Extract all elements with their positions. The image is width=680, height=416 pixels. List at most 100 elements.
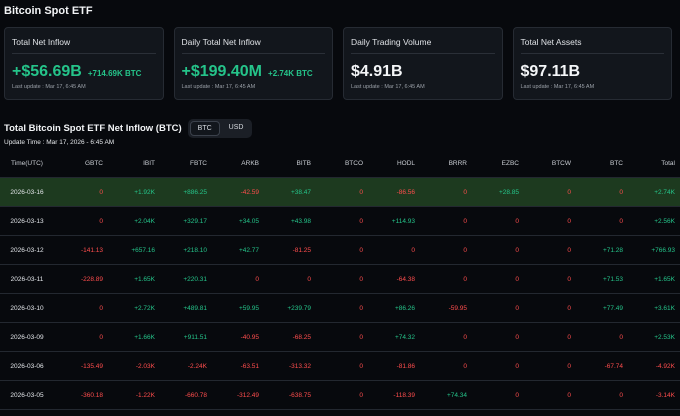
row-date: 2026-03-16	[10, 188, 44, 196]
flow-cell: +71.53	[602, 275, 623, 283]
flow-cell: +2.56K	[654, 217, 675, 225]
card-value: +$199.40M	[181, 63, 263, 80]
flow-cell: 0	[619, 188, 623, 196]
flow-cell: -2.24K	[187, 362, 207, 370]
flow-cell: 0	[515, 333, 519, 341]
flow-cell: -59.95	[448, 304, 467, 312]
flow-cell: +489.81	[183, 304, 207, 312]
column-header-arkb[interactable]: ARKB	[241, 160, 259, 167]
column-header-total[interactable]: Total	[661, 160, 675, 167]
flow-cell: -3.14K	[655, 391, 675, 399]
flow-cell: +766.93	[651, 246, 675, 254]
flow-cell: +1.66K	[134, 333, 155, 341]
row-date: 2026-03-13	[10, 217, 44, 225]
table-row: 2026-03-06 -135.49 -2.03K -2.24K -63.51 -313.…	[0, 352, 680, 381]
flow-cell: -2.03K	[135, 362, 155, 370]
flow-cell: 0	[255, 275, 259, 283]
flow-cell: +1.92K	[134, 188, 155, 196]
flow-cell: -4.92K	[655, 362, 675, 370]
flow-cell: -64.38	[396, 275, 415, 283]
flow-cell: -135.49	[80, 362, 103, 370]
card-daily-total-net-inflow: Daily Total Net Inflow +$199.40M +2.74K …	[173, 27, 333, 100]
flow-cell: +38.47	[290, 188, 311, 196]
card-last-update: Last update : Mar 17, 6:45 AM	[520, 84, 595, 90]
flow-cell: 0	[619, 217, 623, 225]
flow-cell: 0	[359, 188, 363, 196]
flow-cell: 0	[463, 333, 467, 341]
card-label: Total Net Inflow	[12, 37, 71, 47]
page-title: Bitcoin Spot ETF	[4, 5, 93, 17]
column-header-brrr[interactable]: BRRR	[448, 160, 467, 167]
flow-cell: 0	[515, 304, 519, 312]
flow-cell: +2.04K	[134, 217, 155, 225]
flow-cell: +74.34	[446, 391, 467, 399]
card-sub-value: +2.74K BTC	[268, 69, 313, 78]
column-header-ezbc[interactable]: EZBC	[501, 160, 519, 167]
column-header-ibit[interactable]: IBIT	[143, 160, 155, 167]
card-label: Daily Trading Volume	[351, 37, 432, 47]
flow-cell: 0	[567, 391, 571, 399]
flow-cell: 0	[567, 362, 571, 370]
flow-cell: +657.16	[131, 246, 155, 254]
flow-cell: +886.25	[183, 188, 207, 196]
flow-cell: +1.65K	[134, 275, 155, 283]
column-header-btcw[interactable]: BTCW	[551, 160, 571, 167]
flow-cell: 0	[99, 188, 103, 196]
row-date: 2026-03-09	[10, 333, 44, 341]
flow-cell: 0	[515, 217, 519, 225]
table-row: 2026-03-12 -141.13 +657.16 +218.10 +42.77 -81…	[0, 236, 680, 265]
table-row: 2026-03-05 -360.18 -1.22K -660.78 -312.49 -63…	[0, 381, 680, 410]
table-row: 2026-03-09 0 +1.66K +911.51 -40.95 -68.25 0 +74…	[0, 323, 680, 352]
flow-cell: +71.28	[602, 246, 623, 254]
flow-cell: 0	[359, 362, 363, 370]
etf-flow-table: Time(UTC) GBTC IBIT FBTC ARKB BITB BTCO HODL BRR…	[0, 150, 680, 410]
flow-cell: 0	[567, 217, 571, 225]
flow-cell: 0	[359, 391, 363, 399]
row-date: 2026-03-12	[10, 246, 44, 254]
flow-cell: 0	[359, 304, 363, 312]
flow-cell: -63.51	[240, 362, 259, 370]
card-value: $4.91B	[351, 63, 403, 80]
table-body: 2026-03-16 0 +1.92K +886.25 -42.59 +38.47 0 -86…	[0, 178, 680, 410]
toggle-usd-button[interactable]: USD	[228, 123, 244, 131]
column-header-fbtc[interactable]: FBTC	[190, 160, 207, 167]
flow-cell: +74.32	[394, 333, 415, 341]
column-header-time-utc[interactable]: Time(UTC)	[11, 160, 43, 167]
card-value: +$56.69B	[12, 63, 82, 80]
row-date: 2026-03-06	[10, 362, 44, 370]
card-last-update: Last update : Mar 17, 6:45 AM	[181, 84, 256, 90]
unit-toggle: BTC USD	[187, 118, 253, 138]
row-date: 2026-03-10	[10, 304, 44, 312]
flow-cell: 0	[359, 246, 363, 254]
flow-cell: 0	[99, 217, 103, 225]
card-total-net-inflow: Total Net Inflow +$56.69B +714.69K BTC L…	[4, 27, 164, 100]
card-label: Total Net Assets	[520, 37, 582, 47]
table-header-row: Time(UTC) GBTC IBIT FBTC ARKB BITB BTCO HODL BRR…	[0, 150, 680, 178]
toggle-btc-button[interactable]: BTC	[189, 120, 220, 136]
flow-cell: -312.49	[236, 391, 259, 399]
card-daily-trading-volume: Daily Trading Volume $4.91B Last update …	[343, 27, 503, 100]
card-last-update: Last update : Mar 17, 6:45 AM	[351, 84, 425, 90]
column-header-btco[interactable]: BTCO	[344, 160, 363, 167]
card-sub-value: +714.69K BTC	[87, 69, 142, 78]
flow-cell: +77.49	[602, 304, 623, 312]
flow-cell: +2.74K	[654, 188, 675, 196]
flow-cell: 0	[515, 275, 519, 283]
column-header-gbtc[interactable]: GBTC	[84, 160, 103, 167]
flow-cell: 0	[515, 362, 519, 370]
flow-cell: +114.93	[391, 217, 415, 225]
update-time: Update Time : Mar 17, 2026 - 6:45 AM	[4, 139, 115, 146]
column-header-btc[interactable]: BTC	[610, 160, 623, 167]
flow-cell: +2.72K	[134, 304, 155, 312]
flow-cell: +86.26	[394, 304, 415, 312]
column-header-bitb[interactable]: BITB	[296, 160, 311, 167]
row-date: 2026-03-05	[10, 391, 44, 399]
flow-cell: 0	[567, 304, 571, 312]
flow-cell: +3.61K	[654, 304, 675, 312]
flow-cell: 0	[359, 217, 363, 225]
flow-cell: +218.10	[183, 246, 207, 254]
flow-cell: +28.85	[498, 188, 519, 196]
flow-cell: +42.77	[238, 246, 259, 254]
column-header-hodl[interactable]: HODL	[396, 160, 415, 167]
flow-cell: -67.74	[604, 362, 623, 370]
